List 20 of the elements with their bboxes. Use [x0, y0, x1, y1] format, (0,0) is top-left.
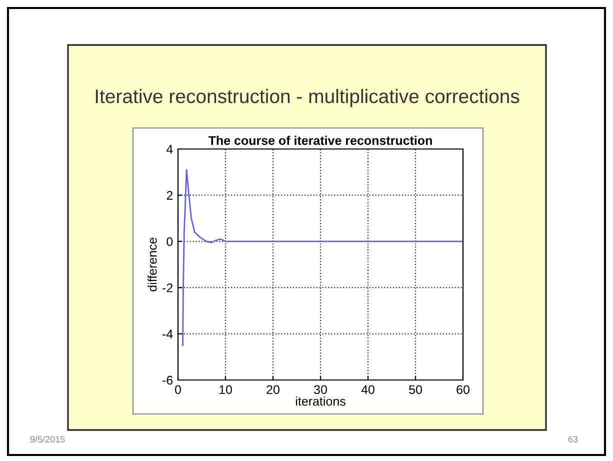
y-tick-label: -4 — [162, 330, 173, 338]
y-tick-label: 2 — [166, 191, 173, 200]
y-tick-label: -6 — [162, 376, 173, 385]
text: 9/5/2015 — [30, 436, 65, 442]
y-tick-label: 0 — [166, 237, 173, 246]
x-tick-label: 0 — [175, 385, 181, 394]
x-tick-label: 60 — [456, 385, 470, 394]
text: Iterative reconstruction - multiplicative corrections — [96, 88, 520, 108]
y-axis-title: difference — [148, 238, 157, 292]
y-tick-label: 4 — [166, 144, 173, 154]
chart-title: The course of iterative reconstruction — [208, 136, 432, 145]
x-tick-label: 20 — [266, 385, 280, 394]
x-tick-label: 30 — [314, 385, 327, 394]
x-tick-label: 50 — [409, 385, 422, 394]
x-tick-label: 10 — [220, 385, 232, 394]
x-tick-label: 40 — [361, 385, 374, 394]
y-tick-label: -2 — [162, 283, 173, 292]
text: 63 — [568, 436, 578, 442]
x-axis-title: iterations — [296, 396, 346, 406]
line-series — [182, 169, 463, 346]
